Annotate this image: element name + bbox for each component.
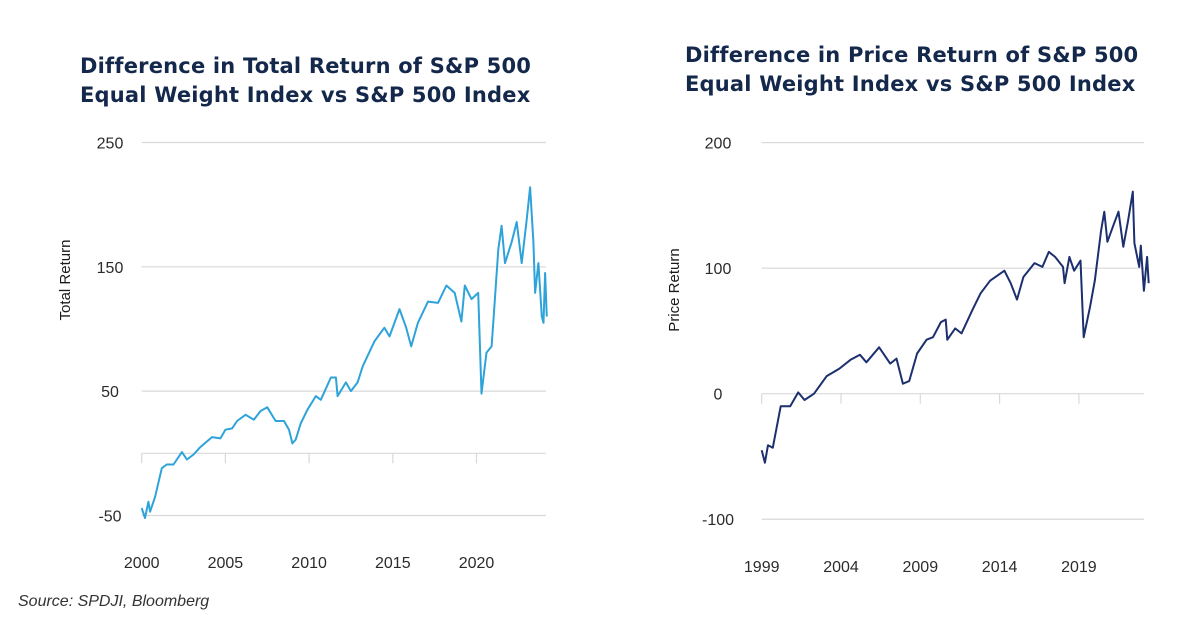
left-chart-title: Difference in Total Return of S&P 500 Eq… bbox=[80, 52, 531, 110]
chart2-y-tick-label: 0 bbox=[714, 387, 723, 404]
chart2-x-tick-label: 1999 bbox=[744, 559, 780, 576]
right-title-line-2: Equal Weight Index vs S&P 500 Index bbox=[685, 72, 1136, 96]
chart2-y-tick-label: 100 bbox=[705, 261, 732, 278]
chart1-series-line bbox=[140, 186, 548, 519]
chart2-y-axis-label: Price Return bbox=[666, 248, 683, 331]
chart2-y-tick-label: 200 bbox=[705, 136, 732, 153]
chart1-x-tick-label: 2015 bbox=[375, 555, 411, 572]
chart1-x-tick-label: 2000 bbox=[124, 555, 160, 572]
chart2-x-tick-label: 2019 bbox=[1061, 559, 1097, 576]
chart1-x-tick-label: 2020 bbox=[459, 555, 495, 572]
source-note: Source: SPDJI, Bloomberg bbox=[18, 593, 210, 610]
chart2-series-line bbox=[760, 190, 1150, 464]
chart2-x-tick-label: 2014 bbox=[982, 559, 1018, 576]
right-title-line-1: Difference in Price Return of S&P 500 bbox=[685, 43, 1139, 67]
right-chart-title: Difference in Price Return of S&P 500 Eq… bbox=[685, 41, 1138, 99]
chart1-y-tick-label: -50 bbox=[98, 508, 121, 525]
chart2-x-tick-label: 2004 bbox=[823, 559, 859, 576]
chart1-y-tick-label: 50 bbox=[101, 384, 119, 401]
chart1-x-tick-label: 2005 bbox=[208, 555, 244, 572]
left-title-line-2: Equal Weight Index vs S&P 500 Index bbox=[80, 83, 531, 107]
chart1-y-tick-label: 150 bbox=[97, 260, 124, 277]
chart2-x-tick-label: 2009 bbox=[903, 559, 939, 576]
chart1-y-axis-label: Total Return bbox=[57, 240, 74, 321]
chart1-y-tick-label: 250 bbox=[97, 135, 124, 152]
left-title-line-1: Difference in Total Return of S&P 500 bbox=[80, 54, 532, 78]
chart2-y-tick-label: -100 bbox=[702, 512, 734, 529]
chart1-x-tick-label: 2010 bbox=[291, 555, 327, 572]
